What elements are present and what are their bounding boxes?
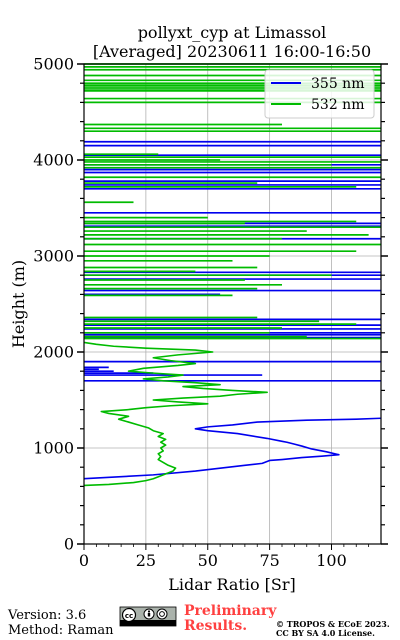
legend: 355 nm 532 nm [264,69,375,119]
y-tick-label: 4000 [33,151,74,170]
series-355-nm [83,140,382,480]
y-tick-label: 3000 [33,247,74,266]
grid-lines [84,64,381,544]
cc-icon [121,607,137,623]
series-532-nm [83,63,381,487]
by-icon-head [147,610,151,613]
by-icon-body [147,613,151,617]
preliminary-line-1: Preliminary [184,603,277,619]
cc-icon-glyph: cc [125,612,133,620]
x-tick-label: 25 [136,551,156,570]
cc-license-badge: cc [119,606,177,627]
sa-icon [156,608,168,620]
y-tick-label: 1000 [33,439,74,458]
x-tick-label: 50 [198,551,218,570]
legend-label-355: 355 nm [311,76,364,92]
plot-frame [83,63,382,545]
chart-title-line-1: pollyxt_cyp at Limassol [138,23,327,42]
x-tick-label: 100 [316,551,347,570]
method-text: Method: Raman [8,623,114,638]
sa-icon-arrow [159,611,165,617]
x-tick-label: 0 [79,551,89,570]
y-tick-label: 0 [64,535,74,554]
y-tick-label: 2000 [33,343,74,362]
copyright-line-1: © TROPOS & ECoE 2023. [276,619,390,629]
badge-bottom-strip [120,620,176,626]
version-text: Version: 3.6 [7,608,86,623]
series-profile-line [83,341,268,487]
x-axis-label: Lidar Ratio [Sr] [168,575,296,594]
copyright-line-2: CC BY SA 4.0 License. [276,628,375,638]
y-axis-label: Height (m) [9,260,28,348]
x-tick-label: 75 [259,551,279,570]
y-tick-label: 5000 [33,55,74,74]
legend-label-532: 532 nm [311,97,364,113]
series-profile-line [83,417,382,480]
series-layer [83,63,382,487]
preliminary-line-2: Results. [184,618,247,634]
chart-title-line-2: [Averaged] 20230611 16:00-16:50 [93,42,371,61]
